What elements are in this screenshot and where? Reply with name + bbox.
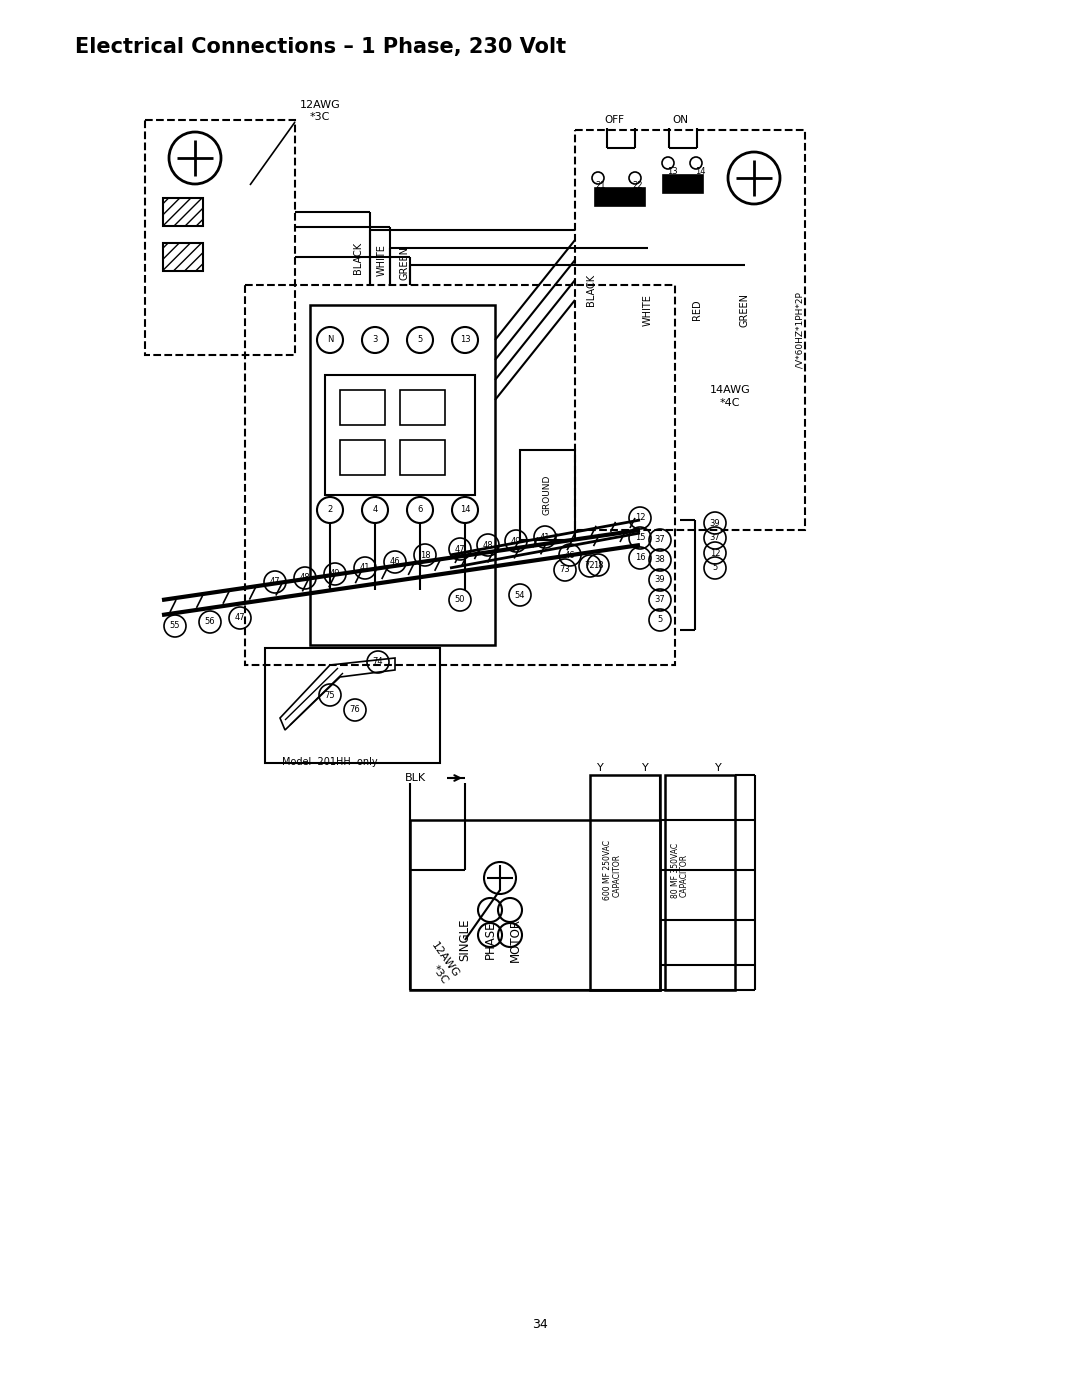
Text: 5: 5 (658, 616, 663, 624)
Text: CAPACITOR: CAPACITOR (679, 854, 689, 897)
Text: 5: 5 (713, 563, 717, 573)
Text: 39: 39 (710, 518, 720, 528)
Text: 49: 49 (511, 536, 522, 545)
Text: Electrical Connections – 1 Phase, 230 Volt: Electrical Connections – 1 Phase, 230 Vo… (75, 36, 566, 57)
Bar (410, 820, 660, 990)
Text: ON: ON (672, 115, 688, 124)
Text: 47: 47 (455, 545, 465, 553)
Bar (400, 440, 445, 475)
Text: *3C: *3C (430, 964, 450, 986)
Text: 72: 72 (584, 562, 595, 570)
Text: Model  201HH  only: Model 201HH only (282, 757, 378, 767)
Text: 46: 46 (390, 557, 401, 567)
Text: Y: Y (642, 763, 648, 773)
Text: 37: 37 (654, 535, 665, 545)
Text: Y: Y (715, 763, 721, 773)
Text: GREEN: GREEN (740, 293, 750, 327)
Text: 14: 14 (694, 168, 705, 176)
Text: 21: 21 (596, 182, 606, 190)
Text: *4C: *4C (719, 398, 740, 408)
Bar (325, 374, 475, 495)
Text: 55: 55 (170, 622, 180, 630)
Text: 15: 15 (635, 534, 645, 542)
Text: 13: 13 (666, 168, 677, 176)
Text: 12: 12 (635, 514, 645, 522)
Bar (575, 130, 805, 529)
Bar (590, 775, 660, 990)
Text: 39: 39 (654, 576, 665, 584)
Text: 46: 46 (565, 550, 576, 560)
Text: BLACK: BLACK (586, 274, 596, 306)
Text: /V*60HZ*1PH*2P: /V*60HZ*1PH*2P (796, 292, 805, 367)
Text: 2: 2 (327, 506, 333, 514)
Text: WHITE: WHITE (643, 293, 653, 326)
Text: GREEN: GREEN (400, 246, 410, 279)
Bar (665, 775, 735, 990)
Text: 48: 48 (483, 541, 494, 549)
Text: 16: 16 (635, 553, 646, 563)
Text: 80 MF 350VAC: 80 MF 350VAC (671, 842, 679, 897)
Text: 22: 22 (633, 182, 644, 190)
Text: 13: 13 (460, 335, 470, 345)
Text: 4: 4 (373, 506, 378, 514)
Text: 14: 14 (460, 506, 470, 514)
Text: RED: RED (692, 300, 702, 320)
Text: 47: 47 (234, 613, 245, 623)
Text: 38: 38 (654, 556, 665, 564)
Bar (400, 390, 445, 425)
Text: 6: 6 (417, 506, 422, 514)
Bar (663, 175, 703, 193)
Text: *3C: *3C (310, 112, 330, 122)
Bar (245, 285, 675, 665)
Text: 18: 18 (593, 560, 604, 570)
Text: CAPACITOR: CAPACITOR (612, 854, 621, 897)
Text: 49: 49 (329, 570, 340, 578)
Text: 54: 54 (515, 591, 525, 599)
Bar (163, 243, 203, 271)
Text: 41: 41 (540, 532, 550, 542)
Text: Y: Y (596, 763, 604, 773)
Text: 5: 5 (417, 335, 422, 345)
Text: SINGLE: SINGLE (459, 919, 472, 961)
Bar (310, 305, 495, 645)
Text: 73: 73 (559, 566, 570, 574)
Text: 50: 50 (455, 595, 465, 605)
Text: 14AWG: 14AWG (710, 386, 751, 395)
Text: BLK: BLK (405, 773, 427, 782)
Text: 18: 18 (420, 550, 430, 560)
Text: 12: 12 (710, 549, 720, 557)
Text: 12AWG: 12AWG (429, 940, 461, 979)
Text: 3: 3 (373, 335, 378, 345)
Text: 37: 37 (654, 595, 665, 605)
Text: 37: 37 (710, 534, 720, 542)
Bar (595, 189, 645, 205)
Text: PHASE: PHASE (484, 921, 497, 960)
Text: 41: 41 (360, 563, 370, 573)
Text: 600 MF 250VAC: 600 MF 250VAC (604, 840, 612, 900)
Text: 34: 34 (532, 1319, 548, 1331)
Text: 12AWG: 12AWG (299, 101, 340, 110)
Text: 48: 48 (299, 574, 310, 583)
Text: N: N (327, 335, 334, 345)
Text: GROUND: GROUND (542, 475, 552, 515)
Bar (265, 648, 440, 763)
Text: MOTOR: MOTOR (509, 918, 522, 963)
Bar (163, 198, 203, 226)
Text: WHITE: WHITE (377, 244, 387, 277)
Bar (145, 120, 295, 355)
Text: BLACK: BLACK (353, 242, 363, 274)
Text: 75: 75 (325, 690, 335, 700)
Text: 74: 74 (373, 658, 383, 666)
Text: 47: 47 (270, 577, 281, 587)
Text: OFF: OFF (604, 115, 624, 124)
Bar (340, 440, 384, 475)
Text: 76: 76 (350, 705, 361, 714)
Bar (340, 390, 384, 425)
Bar (519, 450, 575, 541)
Text: 56: 56 (205, 617, 215, 626)
